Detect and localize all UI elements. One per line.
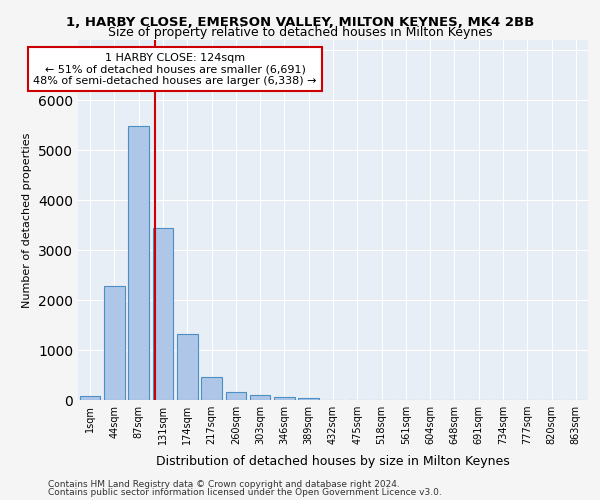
Bar <box>128 126 149 400</box>
Bar <box>104 286 125 400</box>
Y-axis label: Number of detached properties: Number of detached properties <box>22 132 32 308</box>
Bar <box>226 392 246 400</box>
Text: 1, HARBY CLOSE, EMERSON VALLEY, MILTON KEYNES, MK4 2BB: 1, HARBY CLOSE, EMERSON VALLEY, MILTON K… <box>66 16 534 29</box>
X-axis label: Distribution of detached houses by size in Milton Keynes: Distribution of detached houses by size … <box>156 456 510 468</box>
Bar <box>152 228 173 400</box>
Text: Contains public sector information licensed under the Open Government Licence v3: Contains public sector information licen… <box>48 488 442 497</box>
Bar <box>250 395 271 400</box>
Bar <box>298 398 319 400</box>
Text: Contains HM Land Registry data © Crown copyright and database right 2024.: Contains HM Land Registry data © Crown c… <box>48 480 400 489</box>
Bar <box>274 397 295 400</box>
Bar <box>201 376 222 400</box>
Text: 1 HARBY CLOSE: 124sqm
← 51% of detached houses are smaller (6,691)
48% of semi-d: 1 HARBY CLOSE: 124sqm ← 51% of detached … <box>34 52 317 86</box>
Bar <box>80 396 100 400</box>
Text: Size of property relative to detached houses in Milton Keynes: Size of property relative to detached ho… <box>108 26 492 39</box>
Bar <box>177 334 197 400</box>
